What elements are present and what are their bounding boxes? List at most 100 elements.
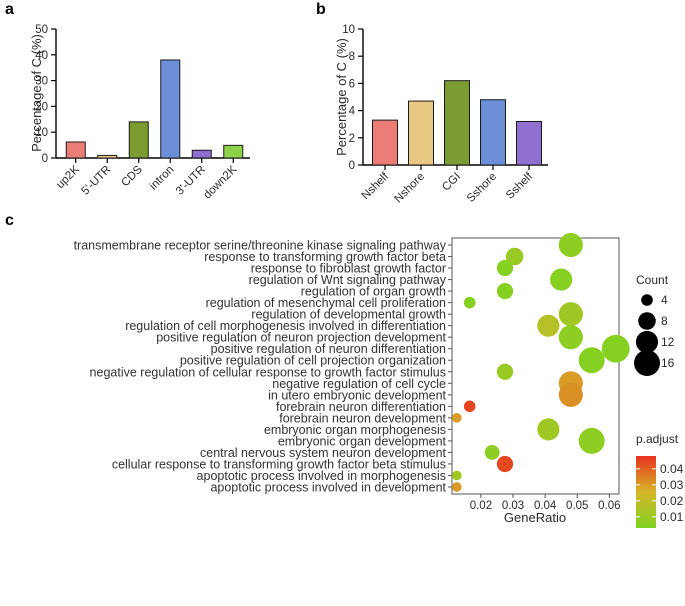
term-label: response to fibroblast growth factor — [251, 262, 446, 276]
term-label: positive regulation of neuron projection… — [156, 331, 446, 345]
chart-b-bar — [444, 80, 470, 166]
chart-a-xtick-label: intron — [148, 164, 177, 193]
term-dot — [550, 268, 573, 291]
term-label: regulation of cell morphogenesis involve… — [125, 319, 446, 333]
chart-b-ylabel: Percentage of C (%) — [334, 38, 349, 156]
term-label: transmembrane receptor serine/threonine … — [74, 239, 447, 253]
p-adjust-tick-label: 0.01 — [660, 510, 684, 524]
term-dot — [505, 247, 524, 266]
term-label: embryonic organ development — [278, 434, 447, 448]
term-dot — [558, 325, 583, 350]
chart-c-xtick-label: 0.06 — [598, 500, 620, 512]
chart-a-ytick-label: 0 — [42, 153, 48, 165]
term-dot — [496, 363, 514, 380]
chart-b-bar — [516, 120, 542, 166]
term-label: central nervous system neuron developmen… — [200, 446, 446, 460]
chart-a-xtick-label: up2K — [54, 163, 82, 191]
count-legend-title: Count — [636, 273, 669, 287]
chart-a: Percentage of C (%) 0 10 20 30 40 50 up2K5'-UT… — [29, 24, 250, 202]
term-label: cellular response to transforming growth… — [112, 457, 446, 471]
term-label: regulation of organ growth — [301, 285, 446, 299]
chart-c-xlabel: GeneRatio — [504, 510, 566, 525]
term-label: apoptotic process involved in morphogene… — [197, 469, 446, 483]
chart-b-ytick-label: 0 — [349, 160, 355, 172]
chart-a-xtick-label: down2K — [201, 163, 239, 201]
p-adjust-legend-title: p.adjust — [636, 432, 679, 446]
term-dot — [463, 296, 476, 309]
chart-a-ylabel: Percentage of C (%) — [29, 34, 44, 152]
chart-b-ytick-label: 8 — [349, 51, 355, 63]
chart-b-xtick-label: Sshore — [465, 171, 499, 205]
term-label: positive regulation of cell projection o… — [180, 354, 446, 368]
chart-b-xtick-label: CGI — [440, 171, 463, 194]
chart-a-xtick-label: 5'-UTR — [79, 164, 113, 198]
panel-label-a: a — [5, 1, 14, 18]
p-adjust-tick-label: 0.04 — [660, 462, 684, 476]
chart-b-ytick-label: 2 — [349, 133, 355, 145]
term-dot — [558, 302, 583, 327]
chart-a-ytick-label: 10 — [35, 127, 48, 139]
panel-label-c: c — [5, 212, 14, 229]
chart-c-xtick-label: 0.03 — [502, 500, 524, 512]
chart-c-xtick-label: 0.05 — [566, 500, 588, 512]
term-dot — [463, 400, 476, 413]
chart-a-bar — [191, 149, 212, 159]
chart-a-bar — [160, 59, 181, 159]
chart-a-ytick-label: 50 — [35, 24, 48, 36]
chart-b-xtick-label: Sshelf — [504, 170, 536, 202]
count-legend-label: 12 — [661, 335, 675, 349]
term-dot — [496, 282, 514, 300]
term-dot — [451, 482, 462, 492]
term-label: apoptotic process involved in developmen… — [210, 481, 446, 495]
chart-b-xtick-label: Nshore — [392, 171, 427, 206]
term-label: positive regulation of neuron differenti… — [211, 342, 446, 356]
chart-c-xtick-label: 0.02 — [470, 500, 492, 512]
chart-b-bar — [408, 100, 434, 166]
term-dot — [558, 382, 583, 407]
term-label: embryonic organ morphogenesis — [264, 423, 446, 437]
count-legend-dot — [635, 330, 659, 354]
term-label: negative regulation of cellular response… — [90, 365, 446, 379]
p-adjust-tick-label: 0.02 — [660, 494, 684, 508]
count-legend-label: 4 — [661, 293, 668, 307]
chart-b: Percentage of C (%) 0 2 4 6 8 10 Nshelf Nshore C… — [334, 24, 548, 205]
count-legend-dot — [641, 294, 653, 306]
term-dot — [496, 455, 514, 473]
term-dot — [578, 347, 605, 374]
chart-a-bar — [128, 121, 149, 159]
chart-c: GeneRatio Count p.adjust transmembrane r… — [74, 232, 684, 528]
term-dot — [451, 413, 462, 423]
chart-a-ytick-label: 30 — [35, 76, 48, 88]
count-legend-dot — [634, 350, 660, 376]
chart-a-ytick-label: 20 — [35, 101, 48, 113]
chart-a-bar — [223, 144, 244, 159]
term-dot — [484, 445, 500, 460]
chart-b-xtick-label: Nshelf — [360, 170, 392, 202]
chart-a-xtick-label: CDS — [119, 163, 145, 189]
chart-b-ytick-label: 4 — [349, 106, 356, 118]
count-legend-label: 16 — [661, 356, 675, 370]
term-dot — [578, 427, 605, 454]
term-dot — [451, 470, 462, 481]
chart-c-plot-frame — [451, 237, 620, 495]
term-label: in utero embryonic development — [268, 388, 446, 402]
term-label: forebrain neuron differentiation — [276, 400, 446, 414]
count-legend-label: 8 — [661, 314, 668, 328]
term-dot — [496, 259, 514, 277]
panel-label-b: b — [316, 1, 326, 18]
p-adjust-tick-label: 0.03 — [660, 478, 684, 492]
term-dot — [537, 418, 560, 441]
term-dot — [537, 314, 560, 337]
count-legend-dot — [638, 312, 656, 330]
chart-b-bar — [372, 119, 398, 166]
p-adjust-colorbar — [636, 456, 656, 528]
term-label: regulation of Wnt signaling pathway — [249, 273, 447, 287]
term-label: forebrain neuron development — [279, 411, 446, 425]
chart-a-bar — [97, 154, 118, 159]
term-label: regulation of mesenchymal cell prolifera… — [206, 296, 446, 310]
term-label: regulation of developmental growth — [251, 308, 446, 322]
chart-b-ytick-label: 6 — [349, 78, 355, 90]
term-label: negative regulation of cell cycle — [272, 377, 446, 391]
chart-b-bar — [480, 99, 506, 166]
